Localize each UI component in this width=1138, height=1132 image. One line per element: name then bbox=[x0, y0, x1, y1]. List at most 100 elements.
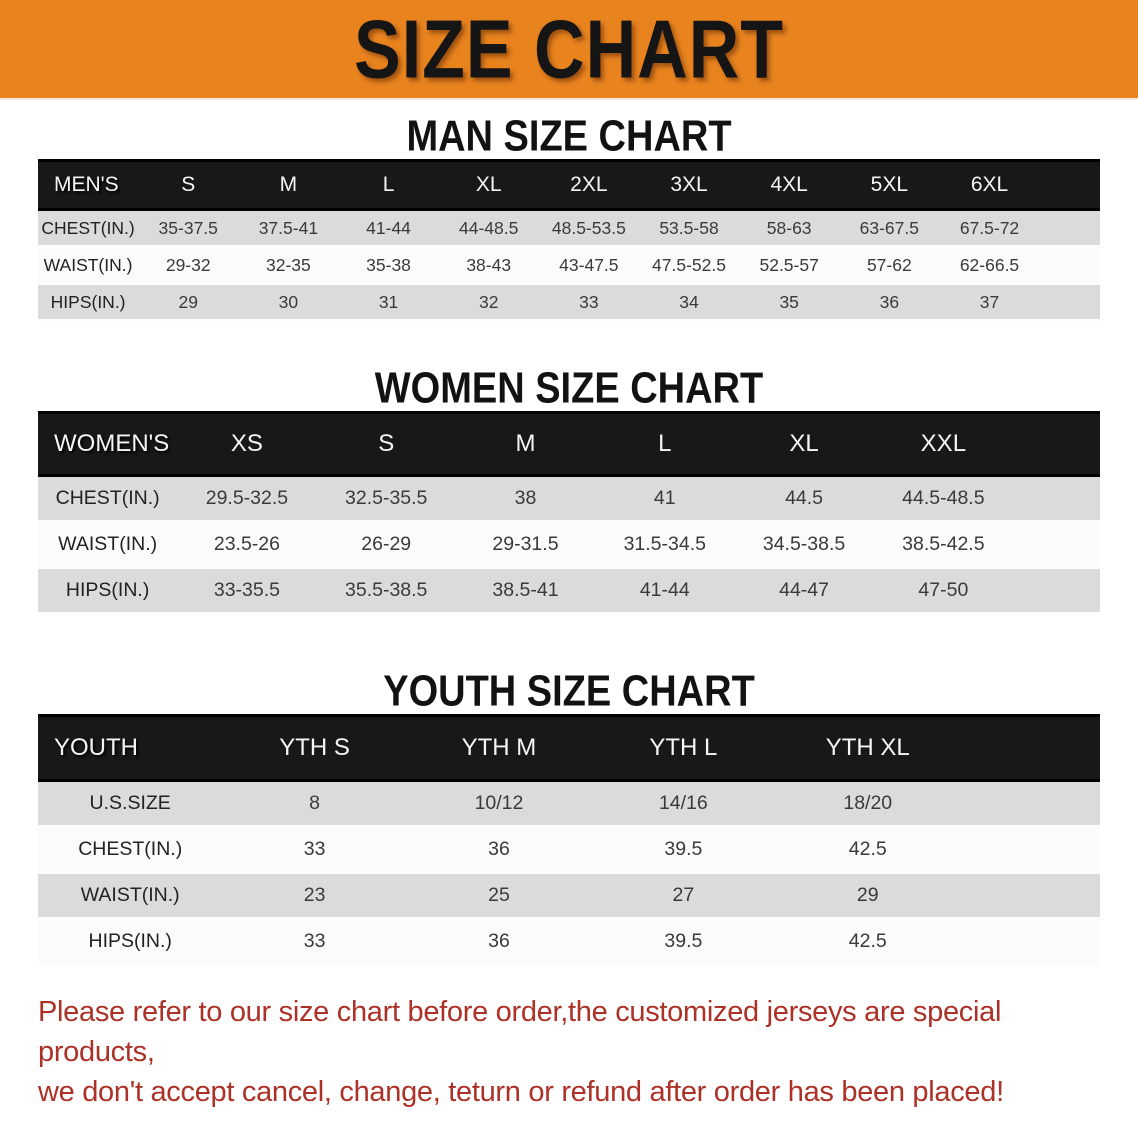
filler bbox=[959, 714, 1100, 782]
column-header: XXL bbox=[873, 411, 1014, 477]
order-policy-note-line2: we don't accept cancel, change, teturn o… bbox=[38, 1076, 1004, 1109]
row-label: CHEST(IN.) bbox=[38, 475, 178, 523]
cell-value: 33 bbox=[538, 283, 639, 322]
size-chart-banner: SIZE CHART bbox=[0, 0, 1138, 100]
order-policy-note-line1: Please refer to our size chart before or… bbox=[38, 996, 1002, 1069]
column-header: 4XL bbox=[739, 159, 840, 211]
cell-value: 29 bbox=[775, 872, 960, 920]
cell-value: 35.5-38.5 bbox=[316, 567, 456, 615]
cell-value: 41-44 bbox=[338, 209, 439, 248]
table-corner-label: MEN'S bbox=[38, 159, 139, 211]
cell-value: 29 bbox=[138, 283, 239, 322]
cell-value: 37 bbox=[939, 283, 1040, 322]
column-header: 3XL bbox=[638, 159, 740, 211]
table-row: HIPS(IN.) 33 36 39.5 42.5 bbox=[38, 918, 1100, 966]
filler bbox=[1013, 567, 1100, 615]
cell-value: 35-37.5 bbox=[138, 209, 239, 248]
cell-value: 14/16 bbox=[591, 780, 776, 828]
row-label: U.S.SIZE bbox=[38, 780, 223, 828]
column-header: YTH M bbox=[406, 714, 592, 782]
filler bbox=[959, 918, 1100, 966]
cell-value: 38-43 bbox=[438, 246, 539, 285]
cell-value: 47.5-52.5 bbox=[638, 246, 740, 285]
column-header: M bbox=[238, 159, 339, 211]
cell-value: 35-38 bbox=[338, 246, 439, 285]
column-header: YTH L bbox=[591, 714, 776, 782]
cell-value: 34.5-38.5 bbox=[734, 521, 874, 569]
column-header: YTH XL bbox=[775, 714, 960, 782]
filler bbox=[1013, 475, 1100, 523]
table-corner-label: YOUTH bbox=[38, 714, 223, 782]
cell-value: 32 bbox=[438, 283, 539, 322]
women-section-title: WOMEN SIZE CHART bbox=[374, 364, 764, 414]
table-row: HIPS(IN.) 29 30 31 32 33 34 35 36 37 bbox=[38, 283, 1100, 322]
table-header-row: WOMEN'S XS S M L XL XXL bbox=[38, 411, 1100, 477]
table-row: U.S.SIZE 8 10/12 14/16 18/20 bbox=[38, 780, 1100, 828]
filler bbox=[1039, 159, 1100, 211]
cell-value: 41 bbox=[595, 475, 735, 523]
cell-value: 38 bbox=[455, 475, 596, 523]
cell-value: 34 bbox=[638, 283, 740, 322]
cell-value: 32.5-35.5 bbox=[316, 475, 456, 523]
table-row: HIPS(IN.) 33-35.5 35.5-38.5 38.5-41 41-44 44-… bbox=[38, 567, 1100, 615]
filler bbox=[959, 826, 1100, 874]
row-label: HIPS(IN.) bbox=[38, 283, 139, 322]
column-header: L bbox=[595, 411, 735, 477]
table-row: WAIST(IN.) 23 25 27 29 bbox=[38, 872, 1100, 920]
cell-value: 29-31.5 bbox=[455, 521, 596, 569]
column-header: S bbox=[316, 411, 456, 477]
column-header: XL bbox=[438, 159, 539, 211]
cell-value: 58-63 bbox=[739, 209, 840, 248]
cell-value: 44.5 bbox=[734, 475, 874, 523]
cell-value: 23.5-26 bbox=[177, 521, 317, 569]
cell-value: 57-62 bbox=[839, 246, 940, 285]
man-section-title: MAN SIZE CHART bbox=[406, 112, 732, 162]
cell-value: 36 bbox=[839, 283, 940, 322]
row-label: WAIST(IN.) bbox=[38, 521, 178, 569]
order-policy-note: Please refer to our size chart before or… bbox=[38, 992, 1100, 1112]
row-label: WAIST(IN.) bbox=[38, 246, 139, 285]
cell-value: 39.5 bbox=[591, 826, 776, 874]
cell-value: 38.5-42.5 bbox=[873, 521, 1014, 569]
filler bbox=[1013, 521, 1100, 569]
men-size-table: MEN'S S M L XL 2XL 3XL 4XL 5XL 6XL CHEST(IN.) 35-37… bbox=[38, 159, 1100, 322]
cell-value: 23 bbox=[222, 872, 407, 920]
cell-value: 48.5-53.5 bbox=[538, 209, 639, 248]
cell-value: 42.5 bbox=[775, 826, 960, 874]
row-label: CHEST(IN.) bbox=[38, 209, 139, 248]
cell-value: 33 bbox=[222, 918, 407, 966]
cell-value: 33 bbox=[222, 826, 407, 874]
table-row: WAIST(IN.) 29-32 32-35 35-38 38-43 43-47.5 47.… bbox=[38, 246, 1100, 285]
table-row: CHEST(IN.) 35-37.5 37.5-41 41-44 44-48.5 48.5… bbox=[38, 209, 1100, 248]
cell-value: 41-44 bbox=[595, 567, 735, 615]
cell-value: 39.5 bbox=[591, 918, 776, 966]
cell-value: 33-35.5 bbox=[177, 567, 317, 615]
cell-value: 38.5-41 bbox=[455, 567, 596, 615]
table-row: CHEST(IN.) 29.5-32.5 32.5-35.5 38 41 44.5 44.5… bbox=[38, 475, 1100, 523]
column-header: S bbox=[138, 159, 239, 211]
man-size-chart-section: MAN SIZE CHART MEN'S S M L XL 2XL 3XL 4XL 5XL 6XL… bbox=[0, 100, 1138, 322]
cell-value: 32-35 bbox=[238, 246, 339, 285]
cell-value: 42.5 bbox=[775, 918, 960, 966]
table-header-row: YOUTH YTH S YTH M YTH L YTH XL bbox=[38, 714, 1100, 782]
youth-size-table: YOUTH YTH S YTH M YTH L YTH XL U.S.SIZE 8 10/12… bbox=[38, 714, 1100, 966]
filler bbox=[1039, 209, 1100, 248]
cell-value: 26-29 bbox=[316, 521, 456, 569]
filler bbox=[1039, 246, 1100, 285]
cell-value: 18/20 bbox=[775, 780, 960, 828]
table-row: CHEST(IN.) 33 36 39.5 42.5 bbox=[38, 826, 1100, 874]
cell-value: 43-47.5 bbox=[538, 246, 639, 285]
row-label: WAIST(IN.) bbox=[38, 872, 223, 920]
cell-value: 44-48.5 bbox=[438, 209, 539, 248]
cell-value: 8 bbox=[222, 780, 407, 828]
cell-value: 31.5-34.5 bbox=[595, 521, 735, 569]
cell-value: 29-32 bbox=[138, 246, 239, 285]
cell-value: 31 bbox=[338, 283, 439, 322]
column-header: 5XL bbox=[839, 159, 940, 211]
filler bbox=[1013, 411, 1100, 477]
filler bbox=[959, 780, 1100, 828]
cell-value: 67.5-72 bbox=[939, 209, 1040, 248]
row-label: HIPS(IN.) bbox=[38, 567, 178, 615]
cell-value: 37.5-41 bbox=[238, 209, 339, 248]
women-size-table: WOMEN'S XS S M L XL XXL CHEST(IN.) 29.5-32.5 32.5… bbox=[38, 411, 1100, 615]
